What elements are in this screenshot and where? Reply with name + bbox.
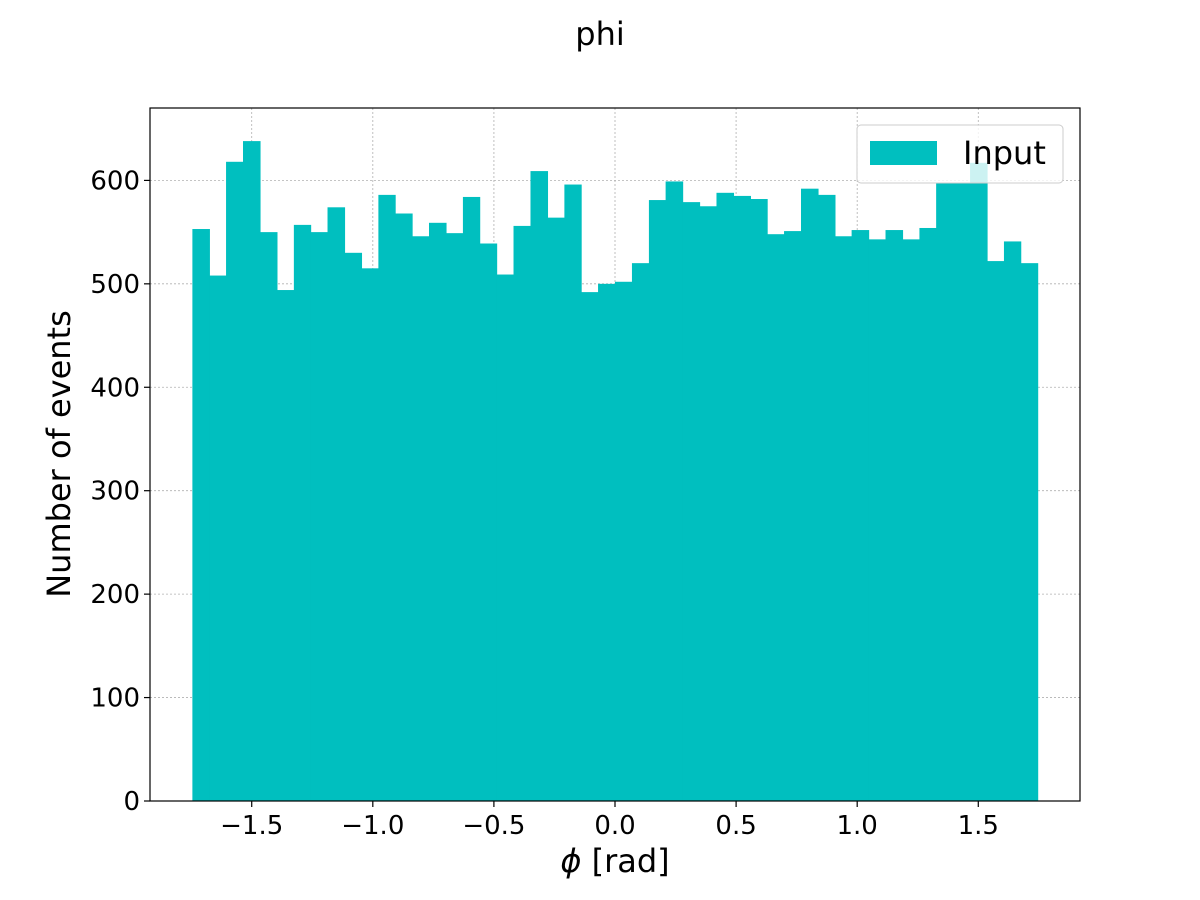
histogram-bar: [581, 292, 599, 801]
histogram-bar: [750, 199, 768, 801]
y-axis-label: Number of events: [40, 310, 78, 598]
histogram-bar: [987, 261, 1005, 802]
histogram-bar: [378, 194, 396, 801]
histogram-bar: [699, 206, 718, 801]
histogram-bar: [598, 283, 616, 802]
histogram-bar: [310, 232, 329, 801]
y-tick-label: 600: [90, 166, 140, 196]
histogram-bar: [276, 290, 295, 801]
y-tick-label: 200: [90, 580, 140, 610]
histogram-bar: [885, 230, 904, 802]
histogram-bar: [801, 188, 819, 801]
histogram-bar: [851, 230, 870, 802]
histogram-bars: [192, 141, 1039, 802]
x-tick-label: −0.5: [462, 811, 525, 841]
histogram-bar: [429, 222, 447, 801]
histogram-bar: [513, 225, 532, 801]
x-tick-label: −1.0: [341, 811, 404, 841]
x-tick-label: 0.5: [715, 811, 756, 841]
x-axis-label-unit: [rad]: [581, 842, 669, 880]
histogram-bar: [462, 196, 481, 801]
y-tick-label: 300: [90, 477, 140, 507]
histogram-bar: [902, 239, 921, 802]
histogram-bar: [716, 192, 735, 801]
legend-swatch: [870, 141, 937, 165]
histogram-bar: [631, 263, 650, 801]
histogram-bar: [361, 268, 379, 801]
legend-label: Input: [963, 134, 1046, 172]
histogram-bar: [226, 161, 244, 802]
histogram-bar: [615, 281, 633, 801]
histogram-bar: [445, 233, 464, 801]
histogram-bar: [547, 217, 565, 801]
histogram-bar: [395, 213, 413, 801]
x-tick-label: −1.5: [220, 811, 283, 841]
histogram-bar: [733, 195, 751, 802]
histogram-bar: [344, 252, 363, 801]
x-axis-ticks: −1.5 −1.0 −0.5 0.0 0.5 1.0 1.5: [220, 801, 999, 841]
histogram-bar: [530, 171, 549, 802]
legend: Input: [856, 124, 1064, 184]
histogram-bar: [648, 200, 667, 801]
y-axis-ticks: 0 100 200 300 400 500 600: [90, 166, 150, 817]
histogram-bar: [970, 162, 988, 801]
y-tick-label: 400: [90, 373, 140, 403]
chart-title: phi: [575, 15, 624, 53]
histogram-bar: [327, 207, 346, 802]
histogram-bar: [817, 194, 836, 801]
histogram-bar: [936, 183, 954, 801]
histogram-bar: [919, 227, 937, 802]
x-axis-label: ϕ [rad]: [560, 842, 669, 880]
y-tick-label: 0: [123, 787, 140, 817]
x-axis-label-symbol: ϕ: [560, 842, 581, 880]
histogram-bar: [784, 231, 802, 802]
x-tick-label: 1.0: [837, 811, 878, 841]
histogram-bar: [192, 229, 210, 801]
histogram-bar: [767, 234, 785, 801]
histogram-bar: [834, 236, 853, 801]
histogram-bar: [564, 184, 582, 802]
histogram-bar: [293, 224, 312, 801]
histogram-bar: [412, 236, 430, 801]
x-tick-label: 1.5: [958, 811, 999, 841]
histogram-bar: [259, 232, 278, 801]
histogram-bar: [682, 202, 701, 801]
histogram-bar: [209, 275, 227, 801]
legend-box: [856, 124, 1064, 184]
x-tick-label: 0.0: [594, 811, 635, 841]
y-tick-label: 100: [90, 684, 140, 714]
histogram-bar: [1003, 241, 1022, 801]
histogram-bar: [868, 239, 887, 802]
histogram-bar: [243, 141, 261, 802]
histogram-bar: [665, 181, 684, 801]
histogram-bar: [953, 183, 971, 801]
histogram-bar: [496, 274, 515, 801]
y-tick-label: 500: [90, 270, 140, 300]
histogram-bar: [479, 243, 498, 801]
histogram-bar: [1020, 263, 1039, 801]
